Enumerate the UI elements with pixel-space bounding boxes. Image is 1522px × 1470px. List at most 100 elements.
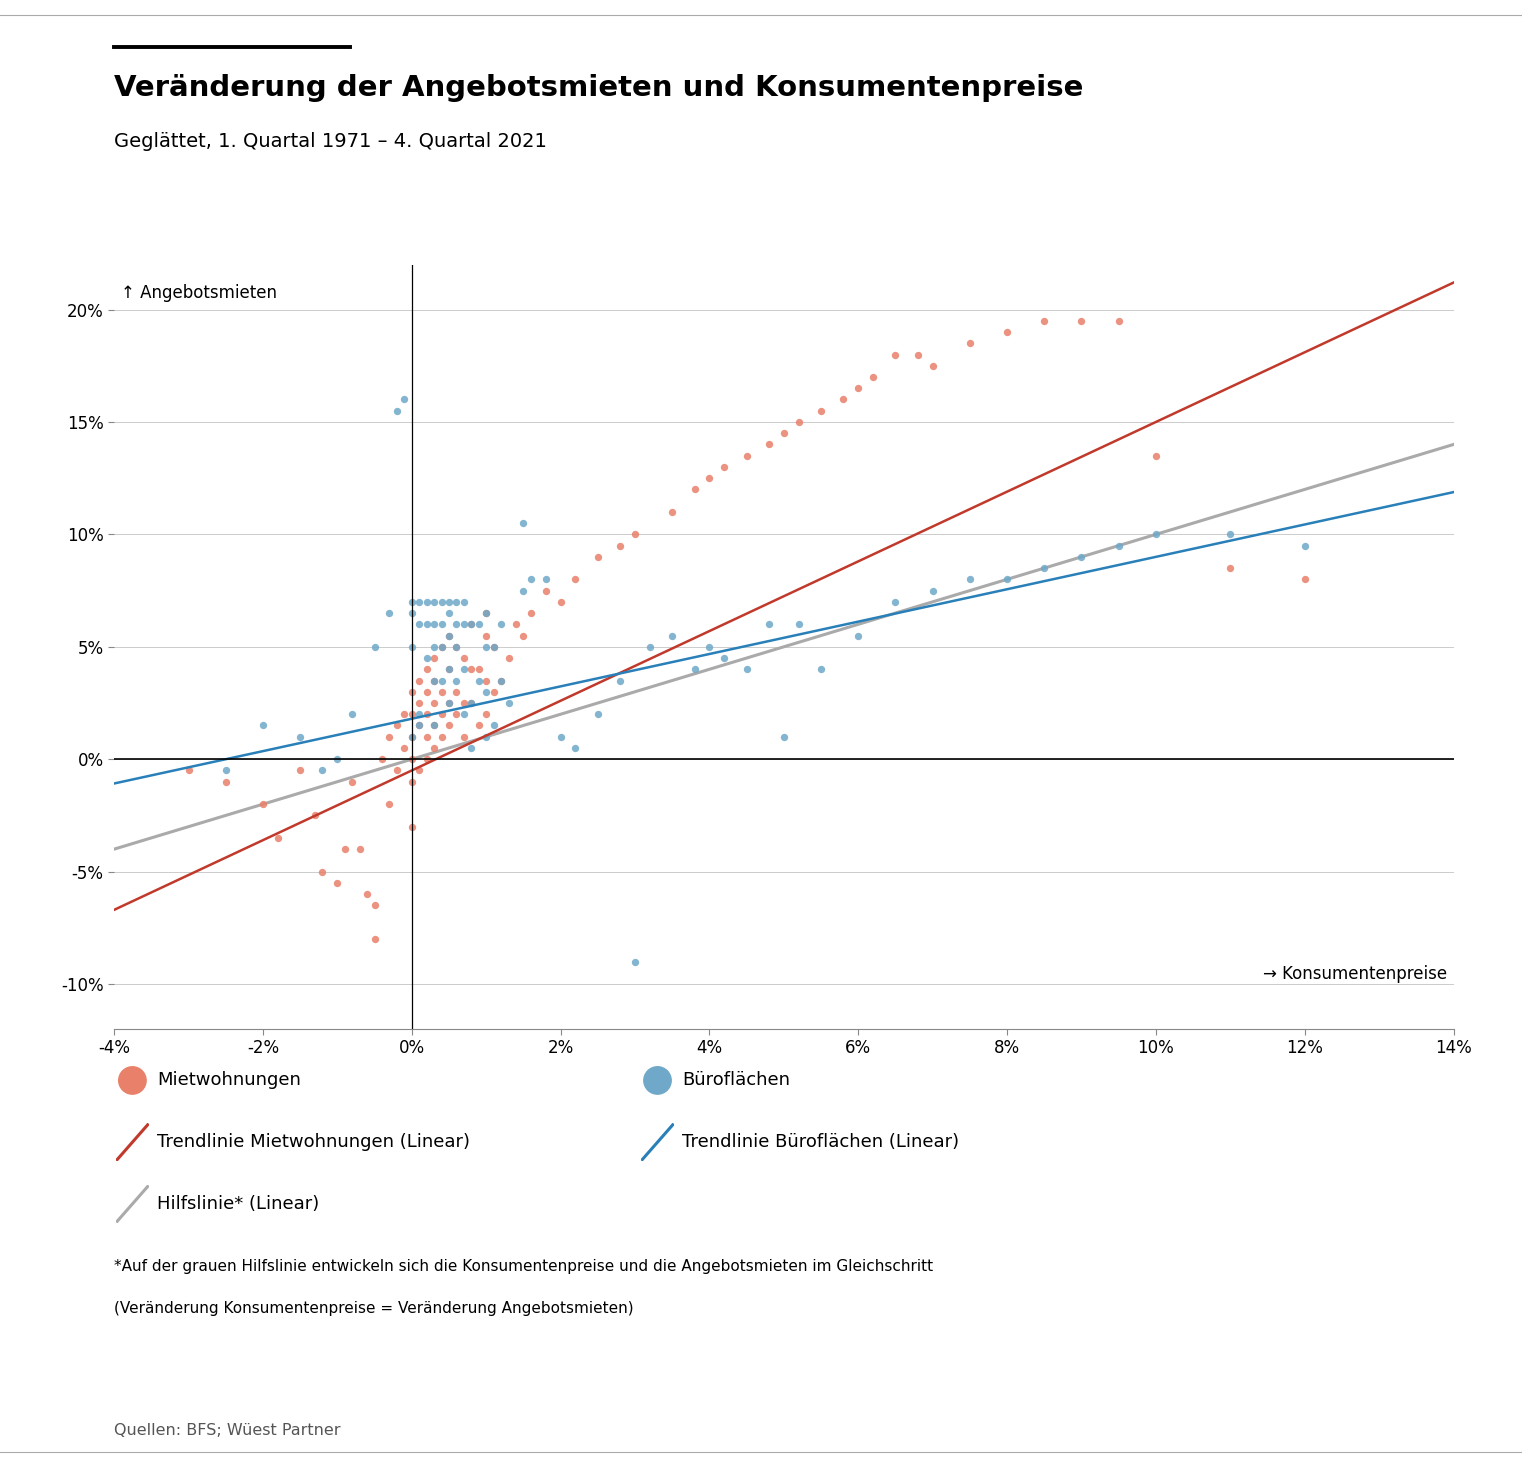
Point xyxy=(310,759,335,782)
Point xyxy=(481,681,505,704)
Point xyxy=(1070,545,1094,569)
Point xyxy=(422,714,446,738)
Text: Geglättet, 1. Quartal 1971 – 4. Quartal 2021: Geglättet, 1. Quartal 1971 – 4. Quartal … xyxy=(114,132,546,151)
Point xyxy=(861,365,886,388)
Point xyxy=(406,589,431,613)
Point xyxy=(406,714,431,738)
Point xyxy=(377,792,402,816)
Point xyxy=(607,534,632,557)
Point xyxy=(534,567,559,591)
Point xyxy=(481,714,505,738)
Point xyxy=(682,478,706,501)
Point xyxy=(563,567,587,591)
Text: Trendlinie Mietwohnungen (Linear): Trendlinie Mietwohnungen (Linear) xyxy=(157,1133,470,1151)
Point xyxy=(393,736,417,760)
Text: Veränderung der Angebotsmieten und Konsumentenpreise: Veränderung der Angebotsmieten und Konsu… xyxy=(114,74,1084,101)
Point xyxy=(712,647,737,670)
Point xyxy=(452,691,476,714)
Point xyxy=(213,759,237,782)
Point xyxy=(473,725,498,748)
Point xyxy=(1143,444,1167,467)
Point xyxy=(957,567,982,591)
Point xyxy=(661,623,685,647)
Point xyxy=(400,589,425,613)
Point xyxy=(772,422,796,445)
Point xyxy=(452,589,476,613)
Point xyxy=(400,601,425,625)
Point xyxy=(393,388,417,412)
Point xyxy=(473,703,498,726)
Point xyxy=(266,826,291,850)
Point xyxy=(787,613,811,637)
Point xyxy=(414,657,438,681)
Point xyxy=(1143,523,1167,547)
Point xyxy=(1292,534,1317,557)
Point xyxy=(400,635,425,659)
Point xyxy=(288,759,312,782)
Point xyxy=(467,669,492,692)
Point xyxy=(548,725,572,748)
Point xyxy=(772,725,796,748)
Point xyxy=(444,589,469,613)
Point xyxy=(808,657,833,681)
Point xyxy=(422,589,446,613)
Point xyxy=(444,669,469,692)
Point xyxy=(481,635,505,659)
Point xyxy=(414,647,438,670)
Point xyxy=(661,500,685,523)
Point xyxy=(846,623,871,647)
Point xyxy=(906,343,930,366)
Point xyxy=(481,635,505,659)
Point xyxy=(422,691,446,714)
Point xyxy=(735,444,759,467)
Point xyxy=(444,703,469,726)
Point xyxy=(385,759,409,782)
Point xyxy=(288,725,312,748)
Point xyxy=(846,376,871,400)
Point xyxy=(437,601,461,625)
Point xyxy=(444,635,469,659)
Point xyxy=(452,725,476,748)
Point xyxy=(429,703,454,726)
Point xyxy=(534,579,559,603)
Point xyxy=(326,747,350,770)
Point xyxy=(355,882,379,906)
Text: Büroflächen: Büroflächen xyxy=(682,1072,790,1089)
Point xyxy=(496,691,521,714)
Point xyxy=(437,714,461,738)
Point xyxy=(362,928,387,951)
Point xyxy=(414,703,438,726)
Point xyxy=(622,523,647,547)
Point xyxy=(406,759,431,782)
Point xyxy=(460,736,484,760)
Point xyxy=(385,398,409,422)
Point xyxy=(1218,556,1242,579)
Point xyxy=(251,714,275,738)
Point xyxy=(339,770,364,794)
Point xyxy=(519,567,543,591)
Point xyxy=(437,623,461,647)
Point xyxy=(326,872,350,895)
Point xyxy=(460,613,484,637)
Point xyxy=(697,635,721,659)
Point xyxy=(638,635,662,659)
Point xyxy=(429,725,454,748)
Point xyxy=(496,647,521,670)
Point xyxy=(370,747,394,770)
Point xyxy=(467,657,492,681)
Point xyxy=(444,681,469,704)
Point xyxy=(473,623,498,647)
Point xyxy=(511,623,536,647)
Point xyxy=(362,635,387,659)
Point xyxy=(712,456,737,479)
Point xyxy=(452,657,476,681)
Point xyxy=(586,703,610,726)
Point xyxy=(251,792,275,816)
Point xyxy=(406,669,431,692)
Point xyxy=(995,320,1020,344)
Point xyxy=(622,950,647,973)
Point xyxy=(377,601,402,625)
Point xyxy=(377,725,402,748)
Point xyxy=(414,747,438,770)
Point xyxy=(735,657,759,681)
